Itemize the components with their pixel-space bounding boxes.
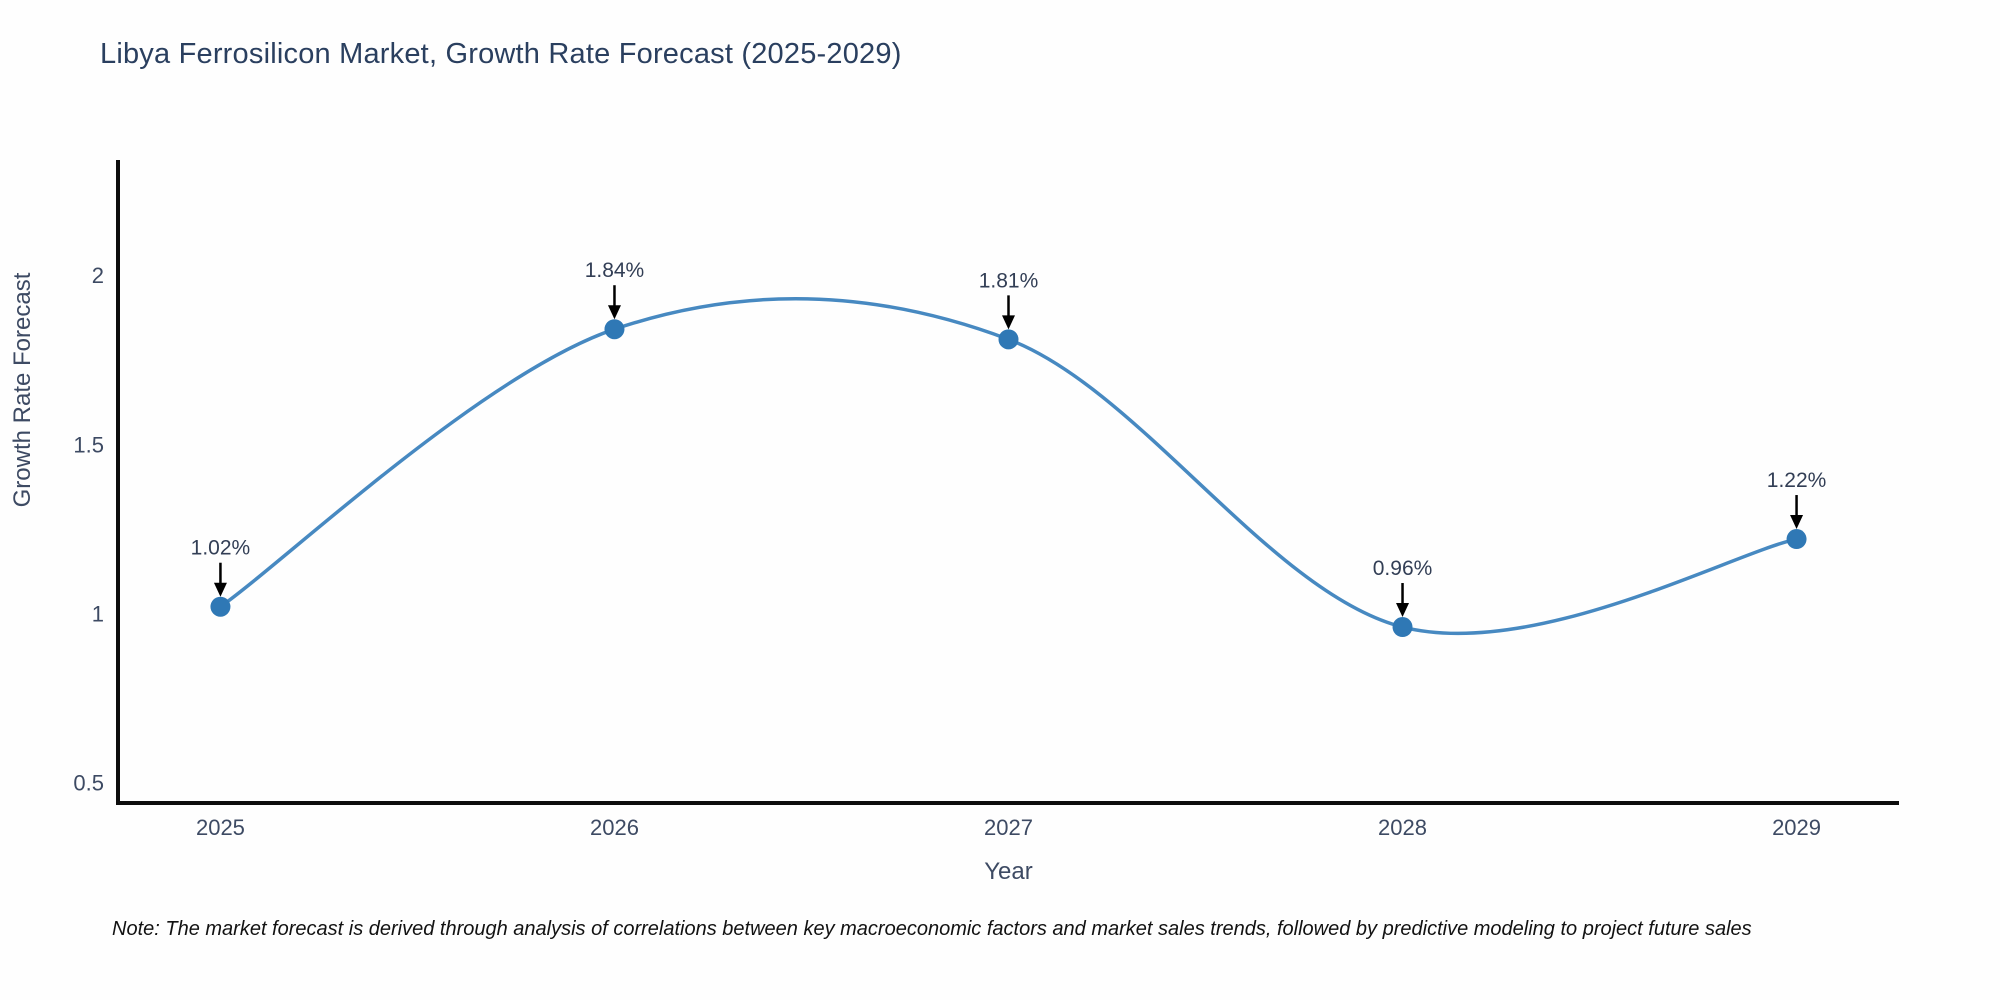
- data-point-label: 1.02%: [191, 537, 251, 560]
- chart-title: Libya Ferrosilicon Market, Growth Rate F…: [100, 38, 902, 70]
- x-tick-label: 2027: [984, 815, 1033, 840]
- data-point-marker: [1392, 617, 1413, 638]
- x-tick-label: 2029: [1772, 815, 1821, 840]
- y-axis-title: Growth Rate Forecast: [9, 272, 36, 507]
- x-tick-label: 2028: [1378, 815, 1427, 840]
- x-tick-label: 2025: [196, 815, 245, 840]
- data-point-marker: [604, 319, 625, 340]
- y-tick-label: 1: [92, 601, 104, 626]
- y-tick-label: 1.5: [73, 432, 104, 457]
- annotation-arrowhead: [607, 305, 621, 320]
- data-point-label: 0.96%: [1373, 557, 1433, 580]
- y-tick-label: 2: [92, 263, 104, 288]
- annotation-arrowhead: [1790, 515, 1804, 530]
- data-point-label: 1.81%: [979, 269, 1039, 292]
- footnote: Note: The market forecast is derived thr…: [112, 918, 1752, 940]
- data-point-label: 1.84%: [585, 259, 645, 282]
- x-tick-label: 2026: [590, 815, 639, 840]
- data-point-marker: [1786, 529, 1807, 550]
- annotation-arrowhead: [213, 582, 227, 597]
- axis-spines: [116, 160, 1899, 805]
- data-point-marker: [210, 596, 231, 617]
- x-axis-title: Year: [984, 858, 1033, 885]
- annotation-arrowhead: [1396, 603, 1410, 618]
- annotation-arrowhead: [1002, 315, 1015, 330]
- data-point-marker: [998, 329, 1019, 350]
- y-tick-label: 0.5: [73, 771, 104, 796]
- data-point-label: 1.22%: [1767, 469, 1827, 492]
